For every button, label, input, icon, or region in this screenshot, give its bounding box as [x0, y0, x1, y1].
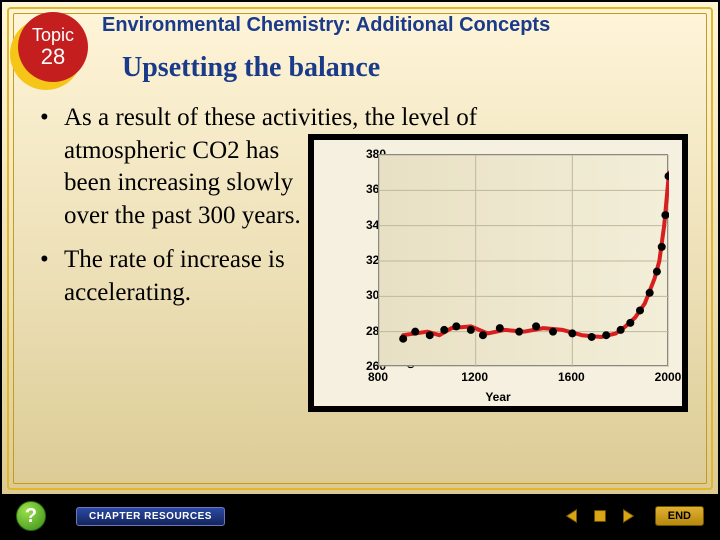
- chapter-resources-button[interactable]: CHAPTER RESOURCES: [76, 507, 225, 526]
- end-button[interactable]: END: [655, 506, 704, 526]
- chapter-title: Environmental Chemistry: Additional Conc…: [102, 14, 550, 37]
- chapter-resources-label: CHAPTER RESOURCES: [89, 511, 212, 522]
- chart-xlabel: Year: [314, 390, 682, 404]
- chart-svg: [379, 155, 669, 367]
- slide: Topic 28 Environmental Chemistry: Additi…: [0, 0, 720, 540]
- square-icon: [591, 507, 609, 525]
- help-icon: ?: [25, 505, 37, 528]
- nav-controls: END: [561, 505, 704, 527]
- bullet-1-line1: As a result of these activities, the lev…: [64, 104, 477, 131]
- badge-line2: 28: [41, 45, 65, 68]
- badge-line1: Topic: [32, 26, 74, 45]
- slide-subtitle: Upsetting the balance: [122, 52, 380, 84]
- bottom-toolbar: ? CHAPTER RESOURCES END: [2, 494, 718, 538]
- prev-button[interactable]: [561, 505, 583, 527]
- help-button[interactable]: ?: [16, 501, 46, 531]
- triangle-right-icon: [619, 507, 637, 525]
- chart-plot-area: [378, 154, 668, 366]
- triangle-left-icon: [563, 507, 581, 525]
- next-button[interactable]: [617, 505, 639, 527]
- bullet-1-rest: atmospheric CO2 has been increasing slow…: [64, 135, 304, 233]
- bullet-2-text: The rate of increase is accelerating.: [64, 244, 304, 309]
- co2-chart: CO₂ concentration, ppm (by volume) Year …: [308, 134, 688, 412]
- topic-badge: Topic 28: [8, 12, 90, 88]
- stop-button[interactable]: [589, 505, 611, 527]
- end-label: END: [668, 510, 691, 522]
